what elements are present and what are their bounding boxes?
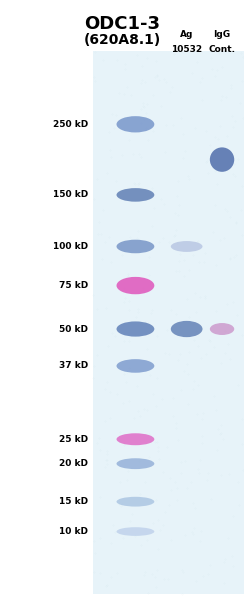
Ellipse shape bbox=[117, 322, 154, 337]
Ellipse shape bbox=[117, 497, 154, 506]
Text: 25 kD: 25 kD bbox=[59, 435, 88, 444]
Text: (620A8.1): (620A8.1) bbox=[83, 33, 161, 47]
Ellipse shape bbox=[117, 277, 154, 294]
Text: 100 kD: 100 kD bbox=[53, 242, 88, 251]
Ellipse shape bbox=[117, 359, 154, 373]
Ellipse shape bbox=[210, 323, 234, 335]
Text: 10532: 10532 bbox=[171, 45, 202, 54]
Text: Cont.: Cont. bbox=[209, 45, 235, 54]
Text: 37 kD: 37 kD bbox=[59, 361, 88, 370]
Ellipse shape bbox=[117, 527, 154, 536]
Text: 250 kD: 250 kD bbox=[53, 120, 88, 129]
Ellipse shape bbox=[117, 116, 154, 133]
Ellipse shape bbox=[117, 433, 154, 445]
Text: 15 kD: 15 kD bbox=[59, 497, 88, 506]
Bar bbox=[93, 51, 244, 594]
Bar bbox=[93, 51, 244, 594]
Text: 50 kD: 50 kD bbox=[59, 325, 88, 334]
Text: 10 kD: 10 kD bbox=[59, 527, 88, 536]
Ellipse shape bbox=[210, 148, 234, 172]
Ellipse shape bbox=[117, 458, 154, 469]
Text: 150 kD: 150 kD bbox=[53, 190, 88, 199]
Text: 20 kD: 20 kD bbox=[59, 459, 88, 468]
Text: Ag: Ag bbox=[180, 30, 193, 39]
Text: ODC1-3: ODC1-3 bbox=[84, 15, 160, 33]
Text: 75 kD: 75 kD bbox=[59, 281, 88, 290]
Ellipse shape bbox=[117, 188, 154, 202]
Ellipse shape bbox=[117, 239, 154, 253]
Ellipse shape bbox=[171, 241, 203, 252]
Text: IgG: IgG bbox=[214, 30, 231, 39]
Ellipse shape bbox=[171, 321, 203, 337]
